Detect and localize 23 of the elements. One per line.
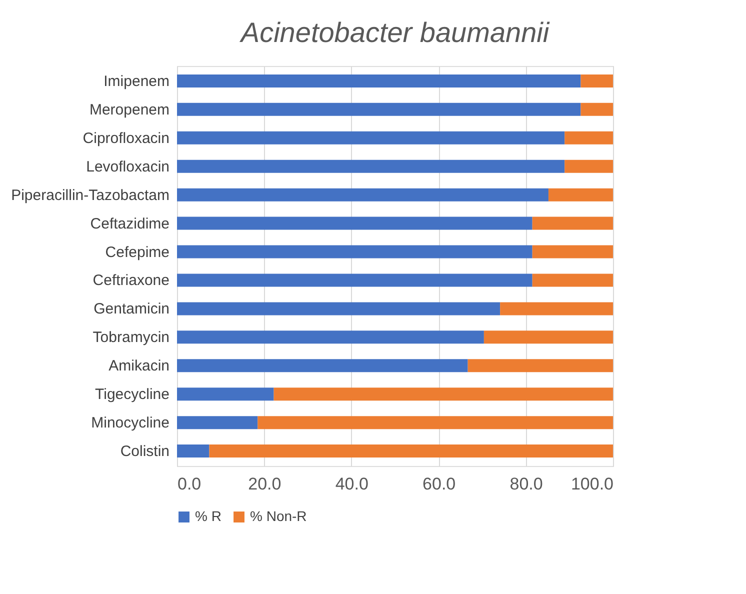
y-tick-label: Minocycline [91,414,170,432]
y-tick-label: Amikacin [108,358,170,375]
y-tick-label: Meropenem [89,101,170,118]
x-tick-label: 40.0 [335,474,368,494]
x-tick-label: 20.0 [248,474,282,494]
chart-title: Acinetobacter baumannii [238,17,550,48]
y-tick-label: Ceftriaxone [92,272,170,290]
y-tick-label: Levofloxacin [86,158,170,176]
legend-label: % R [195,508,222,524]
y-tick-label: Colistin [120,443,170,460]
y-tick-label: Imipenem [104,72,170,90]
x-tick-label: 80.0 [510,474,543,494]
x-tick-label: 100.0 [570,474,614,494]
y-tick-label: Ceftazidime [90,215,170,232]
legend-label: % Non-R [250,508,307,524]
y-tick-label: Tobramycin [92,329,170,346]
y-tick-label: Cefepime [105,244,170,261]
x-tick-label: 60.0 [422,474,456,494]
y-tick-label: Gentamicin [94,300,170,318]
y-tick-label: Piperacillin-Tazobactam [11,186,170,204]
x-tick-label: 0.0 [178,474,202,494]
y-tick-label: Tigecycline [95,386,170,404]
y-tick-label: Ciprofloxacin [82,130,170,147]
